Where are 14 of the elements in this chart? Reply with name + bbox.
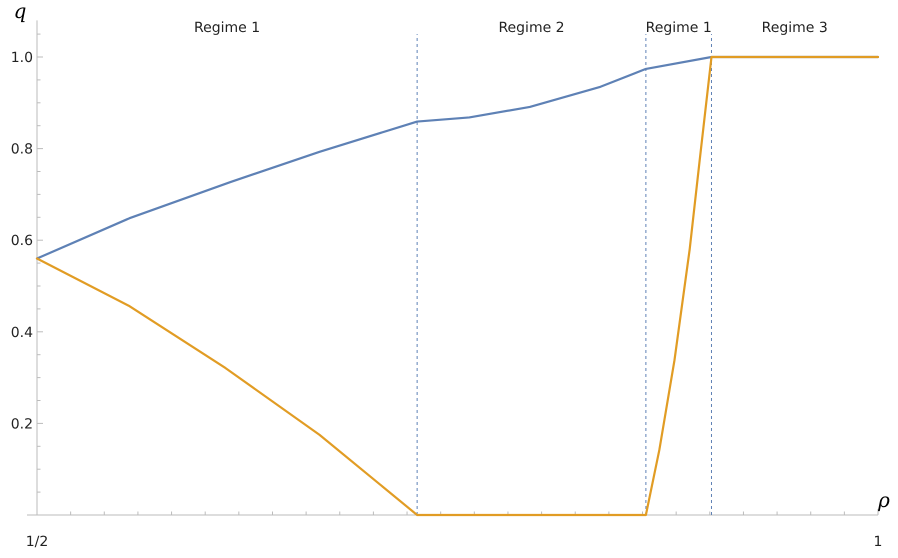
- y-axis-title: q: [14, 0, 26, 23]
- y-tick-label: 0.8: [10, 142, 33, 158]
- line-series: [36, 56, 880, 516]
- annotation: Regime 2: [498, 20, 565, 36]
- annotation: Regime 1: [646, 20, 712, 36]
- annotation: Regime 1: [194, 20, 260, 36]
- annotation: Regime 3: [762, 20, 828, 36]
- y-tick-label: 0.4: [10, 324, 34, 341]
- x-tick-label: 1: [874, 534, 882, 550]
- x-axis-title: ρ: [877, 488, 890, 512]
- y-tick-label: 1.0: [10, 50, 33, 66]
- x-tick-label: 1/2: [26, 534, 48, 550]
- y-tick-label: 0.2: [10, 416, 33, 432]
- y-tick-label: 0.6: [10, 233, 34, 250]
